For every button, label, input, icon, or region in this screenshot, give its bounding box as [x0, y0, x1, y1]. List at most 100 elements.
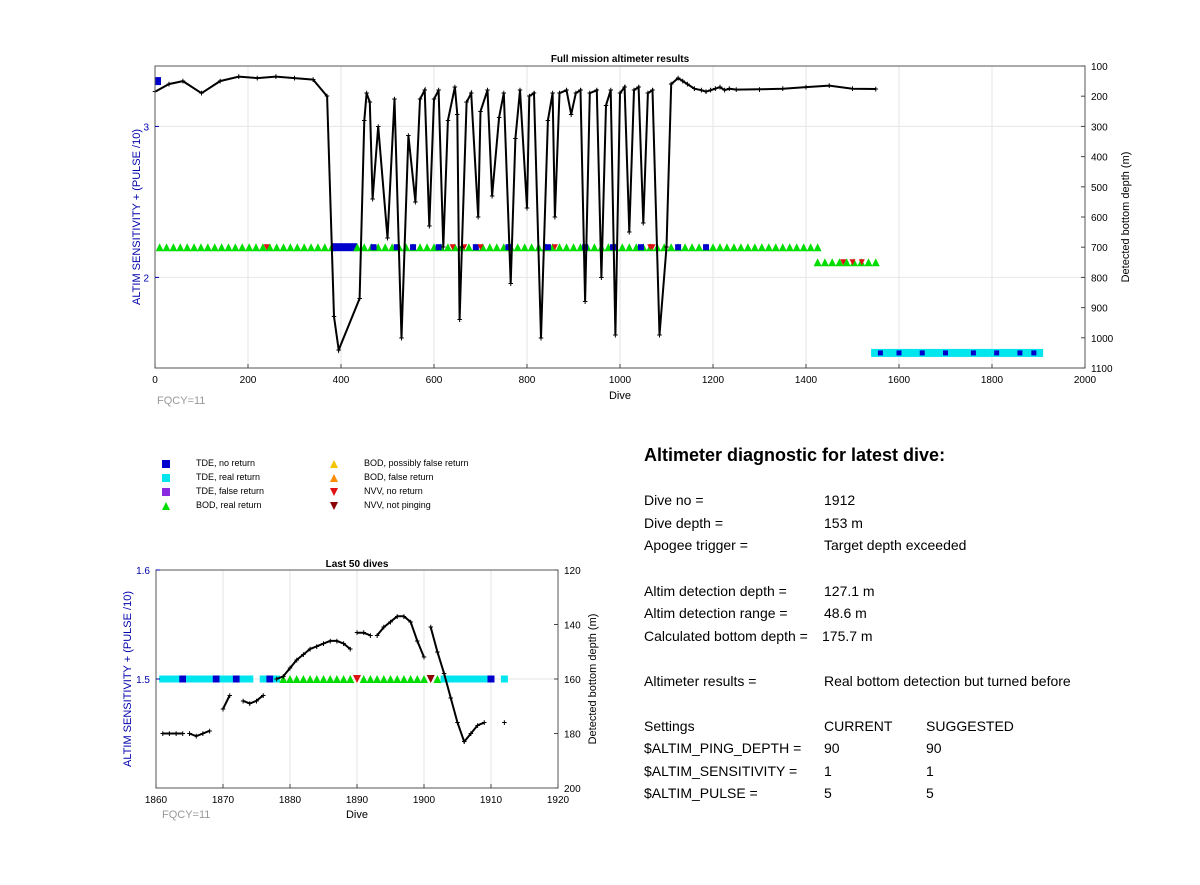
last-chart-title: Last 50 dives [326, 559, 389, 570]
setting-current: 90 [824, 740, 840, 756]
altim-band-marker [743, 243, 752, 252]
altim-marker [232, 675, 240, 683]
altim-marker [440, 675, 448, 683]
settings-header-suggested: SUGGESTED [926, 718, 1014, 734]
depth-point: + [462, 737, 467, 747]
altim-band-marker [183, 243, 192, 252]
depth-point: + [496, 112, 501, 122]
altim-marker-tde-no-return [970, 350, 976, 356]
altim-marker [299, 675, 308, 683]
depth-point: + [180, 76, 185, 86]
depth-point: + [254, 696, 259, 706]
y-left-tick-label: 1.6 [136, 566, 150, 577]
altim-band-marker [667, 243, 676, 252]
depth-point: + [780, 84, 785, 94]
depth-point: + [361, 628, 366, 638]
altim-band-marker [360, 243, 369, 252]
depth-point: + [422, 85, 427, 95]
x-tick-label: 1900 [413, 795, 436, 806]
depth-point: + [448, 693, 453, 703]
depth-point: + [608, 85, 613, 95]
y-right-tick-label: 600 [1091, 213, 1108, 224]
depth-point: + [680, 76, 685, 86]
altim-band-marker [217, 243, 226, 252]
depth-point: + [475, 720, 480, 730]
depth-point: + [385, 233, 390, 243]
y-right-tick-label: 400 [1091, 153, 1108, 164]
altim-band-marker [320, 243, 329, 252]
altim-band-marker [286, 243, 295, 252]
altim-marker [192, 675, 200, 683]
depth-point: + [502, 718, 507, 728]
depth-point: + [582, 297, 587, 307]
depth-point: + [685, 79, 690, 89]
altim-band-marker [176, 243, 185, 252]
depth-point: + [692, 84, 697, 94]
altim-marker [186, 675, 193, 683]
diag-row-altim-detection-depth: Altim detection depth = 127.1 m [644, 583, 1184, 603]
altim-band-marker [169, 243, 178, 252]
altim-marker-nvv [477, 244, 484, 251]
altim-marker-tde-no-return [919, 350, 925, 356]
depth-point: + [578, 85, 583, 95]
depth-point: + [392, 94, 397, 104]
altim-band [331, 243, 358, 252]
x-tick-label: 1600 [888, 375, 911, 386]
diag-value: 48.6 m [824, 605, 867, 621]
depth-point: + [367, 97, 372, 107]
altim-marker [212, 675, 220, 683]
depth-point: + [348, 644, 353, 654]
main-chart-footnote: FQCY=11 [157, 395, 205, 407]
x-tick-label: 400 [333, 375, 350, 386]
x-tick-label: 1400 [795, 375, 818, 386]
depth-point: + [675, 73, 680, 83]
depth-point: + [594, 85, 599, 95]
altim-band-marker [757, 243, 766, 252]
last-50-dives-chart: Last 50 dives + + + + + + + ++++ + +++ +++++ + + + + ++… [122, 559, 599, 821]
altim-marker [420, 675, 428, 683]
y-right-tick-label: 200 [1091, 92, 1108, 103]
altim-band-marker [792, 243, 801, 252]
altim-marker [312, 675, 321, 683]
last-chart-ylabel-left: ALTIM SENSITIVITY + (PULSE /10) [122, 591, 134, 767]
diag-row-altimeter-results: Altimeter results = Real bottom detectio… [644, 673, 1184, 693]
y-right-tick-label: 500 [1091, 183, 1108, 194]
depth-point: + [989, 0, 994, 2]
altim-marker [279, 675, 288, 683]
altim-band-marker [709, 243, 717, 252]
altim-band-marker [764, 243, 773, 252]
altim-marker [487, 675, 495, 683]
x-tick-label: 600 [426, 375, 443, 386]
legend-label: BOD, false return [364, 472, 434, 482]
y-right-tick-label: 160 [564, 675, 581, 686]
altim-band-marker [238, 243, 247, 252]
depth-point: + [1041, 0, 1046, 2]
last-chart-depth-trace: + + + + + + + ++++ + +++ +++++ + + + + +++ + + ++++ +++++++… [160, 611, 507, 746]
altim-marker [426, 675, 435, 683]
altim-marker [292, 675, 301, 683]
altim-band-marker [828, 258, 837, 267]
legend-marker [330, 501, 338, 510]
diag-value: 127.1 m [824, 583, 875, 599]
legend: TDE, no return TDE, real return TDE, false… [160, 458, 520, 518]
depth-point: + [1036, 0, 1041, 2]
depth-point: + [452, 82, 457, 92]
main-chart-x-ticks: 0 200 400 600 800 1000 1200 1400 1600 1800 2000 [152, 364, 1097, 386]
altim-marker [172, 675, 180, 683]
depth-point: + [207, 726, 212, 736]
depth-point: + [436, 85, 441, 95]
full-mission-chart: Full mission altimeter results ++ +++ + + + +… [131, 0, 1132, 407]
altim-band-marker [722, 243, 731, 252]
depth-point: + [406, 130, 411, 140]
depth-point: + [966, 0, 971, 2]
depth-point: + [362, 115, 367, 125]
main-chart-ylabel-right: Detected bottom depth (m) [1120, 152, 1132, 283]
depth-point: + [457, 315, 462, 325]
diag-row-apogee-trigger: Apogee trigger = Target depth exceeded [644, 537, 1184, 557]
x-tick-label: 1890 [346, 795, 369, 806]
depth-point: + [455, 718, 460, 728]
y-right-tick-label: 900 [1091, 304, 1108, 315]
depth-point: + [334, 636, 339, 646]
altim-marker-nvv [840, 259, 847, 266]
legend-label: BOD, possibly false return [364, 458, 469, 468]
